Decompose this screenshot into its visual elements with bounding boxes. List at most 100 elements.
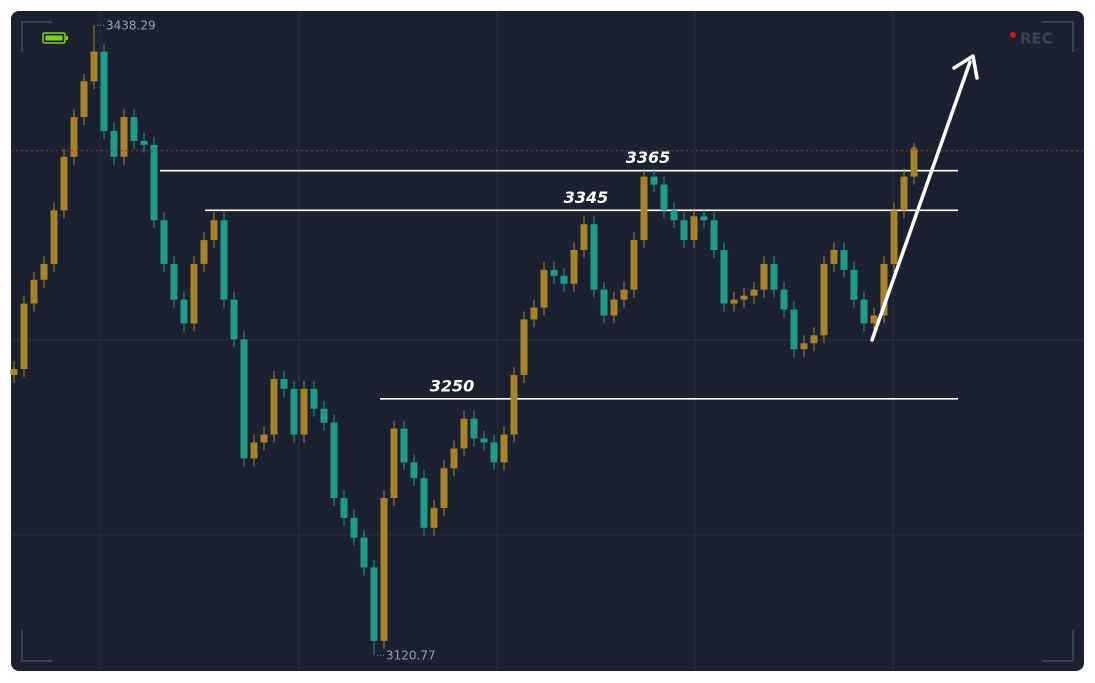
candle-body	[480, 438, 488, 443]
corner	[1042, 630, 1074, 662]
candle-body	[50, 210, 58, 264]
battery-body	[42, 32, 66, 44]
rec-dot	[1010, 32, 1016, 38]
candle-body	[220, 220, 228, 300]
candle-body	[730, 299, 738, 304]
trend-arrow	[870, 54, 979, 342]
max-label: 3438.29	[106, 19, 156, 33]
arrow-shaft	[870, 60, 972, 342]
candle-body	[810, 335, 818, 344]
candle-body	[20, 303, 28, 370]
candle-body	[160, 220, 168, 264]
levels: 3365 3345 3250	[160, 148, 958, 400]
candle-body	[530, 307, 538, 320]
candle-body	[770, 263, 778, 290]
candle-body	[490, 442, 498, 463]
level-label: 3365	[626, 148, 671, 167]
arrow-head	[952, 54, 979, 80]
battery-fill	[45, 35, 63, 41]
rec-label: REC	[1020, 30, 1053, 48]
candle-body	[450, 448, 458, 469]
candle-body	[260, 434, 268, 443]
candle-body	[540, 269, 548, 308]
candle-body	[680, 220, 688, 241]
candle-body	[290, 388, 298, 435]
background-grid	[11, 11, 1084, 671]
candle-body	[610, 299, 618, 316]
candle-body	[120, 117, 128, 157]
candle-body	[890, 210, 898, 264]
candle-body	[130, 117, 138, 141]
candle-body	[650, 176, 658, 185]
candle-body	[870, 315, 878, 324]
candle-body	[300, 388, 308, 435]
candle-body	[520, 319, 528, 376]
candle-body	[800, 343, 808, 350]
candle-body	[660, 184, 668, 211]
candle-body	[380, 498, 388, 641]
candle-body	[750, 289, 758, 296]
candle-body	[910, 150, 918, 177]
candle-body	[230, 299, 238, 340]
candle-body	[30, 279, 38, 304]
candle-body	[240, 339, 248, 459]
candle-body	[390, 428, 398, 499]
level-label: 3250	[430, 376, 475, 395]
candle-body	[250, 442, 258, 459]
candle-body	[340, 498, 348, 518]
corner-brackets	[21, 21, 1074, 662]
candle-body	[200, 240, 208, 264]
candle-body	[350, 517, 358, 538]
candle-body	[80, 81, 88, 118]
candle-body	[760, 263, 768, 290]
candle-body	[830, 250, 838, 264]
candle-body	[710, 220, 718, 251]
battery-tip	[66, 36, 68, 40]
candle-body	[850, 269, 858, 300]
panel	[11, 11, 1084, 671]
candle-body	[400, 428, 408, 463]
candle-body	[620, 289, 628, 300]
candle-body	[320, 408, 328, 423]
candle-body	[840, 250, 848, 270]
candle-body	[110, 130, 118, 157]
candle-body	[150, 144, 158, 221]
candle-body	[720, 250, 728, 304]
candle-body	[470, 418, 478, 439]
candle-body	[370, 567, 378, 641]
candle-body	[310, 388, 318, 409]
candle-body	[780, 289, 788, 310]
candle-body	[100, 51, 108, 131]
candle-body	[740, 295, 748, 300]
candle-body	[500, 434, 508, 463]
corner	[21, 21, 52, 52]
candle-body	[570, 250, 578, 284]
candle-body	[140, 140, 148, 145]
candle-body	[900, 176, 908, 211]
candle-body	[420, 478, 428, 528]
candle-body	[40, 263, 48, 280]
candle-body	[670, 210, 678, 221]
candle-body	[880, 263, 888, 316]
candle-body	[600, 289, 608, 316]
candle-body	[460, 418, 468, 449]
candle-body	[330, 422, 338, 499]
candle-body	[170, 263, 178, 300]
candle-body	[590, 224, 598, 290]
candle-body	[440, 468, 448, 508]
candle-body	[70, 117, 78, 157]
candle-body	[430, 507, 438, 528]
candle-body	[510, 375, 518, 435]
candle-body	[180, 299, 188, 324]
candle-body	[60, 156, 68, 211]
min-label: 3120.77	[386, 649, 436, 663]
candle-body	[210, 220, 218, 241]
corner	[21, 630, 52, 662]
candle-body	[360, 537, 368, 568]
corner	[1042, 21, 1074, 52]
battery-icon	[42, 32, 68, 44]
candle-body	[630, 240, 638, 290]
candle-body	[410, 462, 418, 479]
